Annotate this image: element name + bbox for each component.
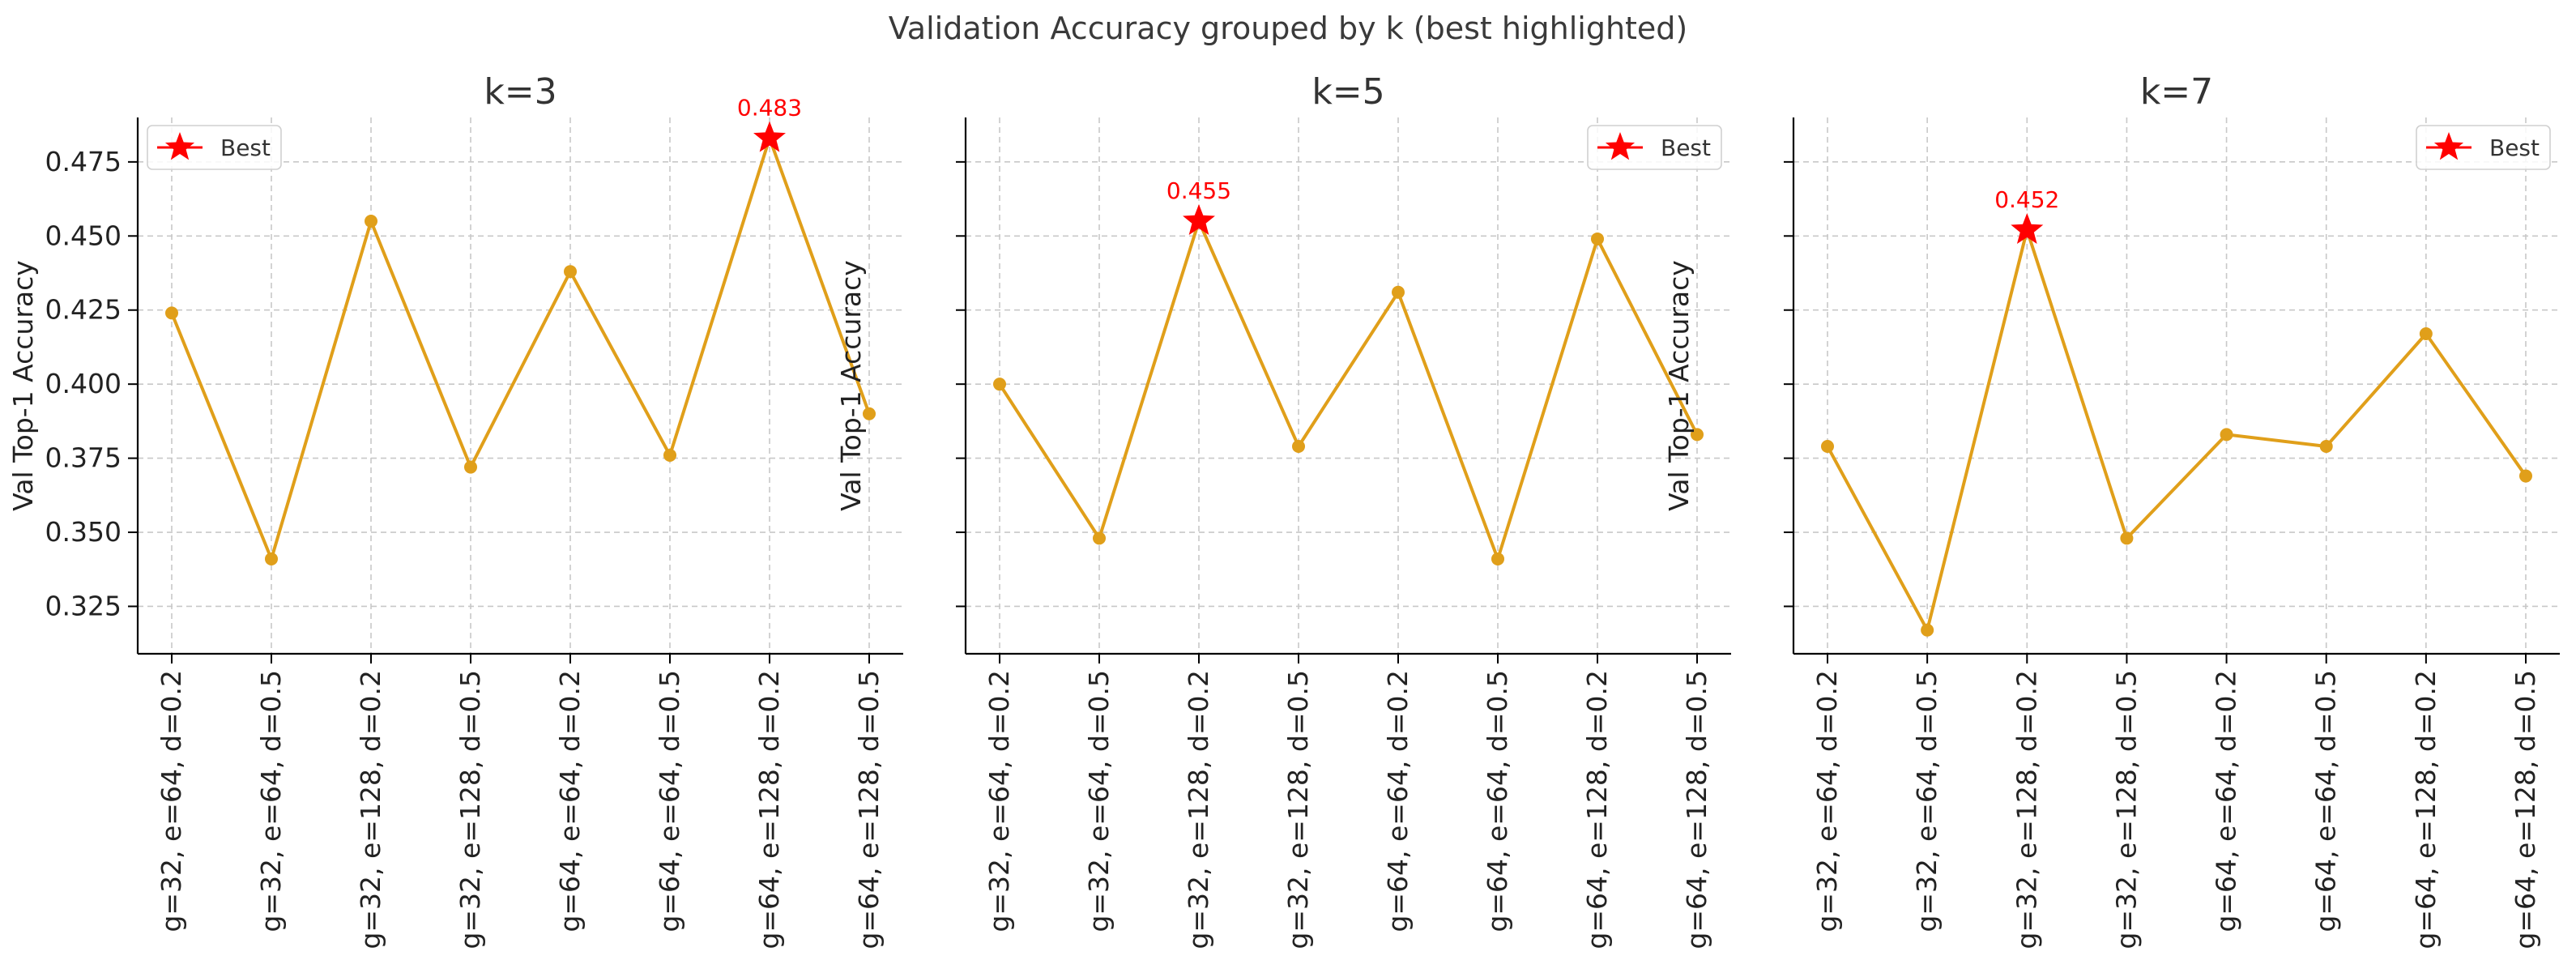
subplot-k=7: k=7 Val Top-1 Accuracy g=32, e=64, d=0.2 g=… [1663,71,2560,949]
x-tick-label: g=64, e=64, d=0.5 [1482,670,1513,932]
x-tick-label: g=64, e=64, d=0.5 [2310,670,2342,932]
best-star-marker [1183,204,1215,235]
subplot-k=5: k=5 Val Top-1 Accuracy g=32, e=64, d=0.2 g=… [835,71,1731,949]
data-point [1093,531,1106,545]
data-point [1491,552,1504,565]
series-line [170,136,871,561]
x-tick-label: g=32, e=64, d=0.5 [255,670,287,932]
x-tick-label: g=32, e=128, d=0.2 [1183,670,1214,949]
series-line [1826,228,2527,632]
x-tick-label: g=64, e=128, d=0.5 [2510,670,2541,949]
data-point [564,265,577,279]
data-point [1921,623,1934,637]
x-tick-label: g=32, e=128, d=0.5 [1282,670,1314,949]
y-axis-label: Val Top-1 Accuracy [7,260,39,511]
x-tick-label: g=32, e=128, d=0.5 [454,670,486,949]
data-point [2319,439,2333,453]
x-tick-label: g=64, e=128, d=0.5 [1681,670,1712,949]
figure-suptitle: Validation Accuracy grouped by k (best h… [889,11,1688,46]
x-tick-label: g=64, e=128, d=0.5 [853,670,885,949]
x-tick-label: g=32, e=64, d=0.2 [983,670,1015,932]
data-point [365,215,377,228]
y-tick-label: 0.425 [45,294,122,326]
y-axis-label: Val Top-1 Accuracy [835,260,867,511]
y-tick-label: 0.375 [45,442,122,474]
subplot-title: k=7 [2140,71,2213,113]
data-point [464,460,477,474]
legend-label: Best [220,134,271,161]
y-tick-label: 0.400 [45,368,122,399]
x-tick-label: g=64, e=128, d=0.2 [753,670,785,949]
data-point [265,552,278,565]
y-tick-label: 0.475 [45,146,122,177]
data-point [1691,428,1704,442]
data-point [863,407,876,420]
legend-star-icon [2433,132,2464,160]
x-tick-label: g=64, e=64, d=0.2 [2211,670,2242,932]
x-tick-label: g=64, e=64, d=0.2 [1382,670,1414,932]
best-star-marker [753,121,786,152]
subplot-title: k=3 [484,71,557,113]
y-tick-label: 0.325 [45,590,122,621]
legend-label: Best [1661,134,1711,161]
data-point [2519,469,2532,483]
series-line [998,220,1699,561]
best-star-marker [2011,212,2044,244]
x-tick-label: g=64, e=64, d=0.5 [654,670,685,932]
data-point [1392,285,1405,299]
best-value-label: 0.483 [737,95,802,122]
y-tick-label: 0.350 [45,516,122,548]
y-tick-label: 0.450 [45,220,122,251]
x-tick-label: g=32, e=64, d=0.2 [1811,670,1843,932]
x-tick-label: g=64, e=128, d=0.2 [1581,670,1613,949]
legend-star-icon [164,132,195,160]
x-tick-label: g=32, e=128, d=0.5 [2110,670,2142,949]
data-point [1292,439,1305,453]
x-tick-label: g=32, e=64, d=0.5 [1911,670,1943,932]
data-point [663,448,676,462]
best-value-label: 0.455 [1166,177,1231,204]
best-value-label: 0.452 [1994,186,2059,213]
x-tick-label: g=64, e=64, d=0.2 [554,670,586,932]
subplot-k=3: k=3 0.325 0.350 0.375 0.400 0.425 0.450 0.475 Va… [7,71,903,949]
x-tick-label: g=32, e=64, d=0.5 [1083,670,1115,932]
data-point [165,306,178,320]
data-point [993,378,1006,391]
y-axis-label: Val Top-1 Accuracy [1663,260,1695,511]
x-tick-label: g=32, e=128, d=0.2 [2011,670,2042,949]
subplot-title: k=5 [1311,71,1384,113]
x-tick-label: g=64, e=128, d=0.2 [2410,670,2442,949]
data-point [1821,439,1834,453]
legend-label: Best [2489,134,2540,161]
data-point [2419,326,2433,340]
x-tick-label: g=32, e=128, d=0.2 [355,670,386,949]
legend-star-icon [1605,132,1636,160]
x-tick-label: g=32, e=64, d=0.2 [156,670,187,932]
data-point [2220,428,2233,442]
data-point [1591,232,1604,245]
data-point [2120,531,2134,545]
